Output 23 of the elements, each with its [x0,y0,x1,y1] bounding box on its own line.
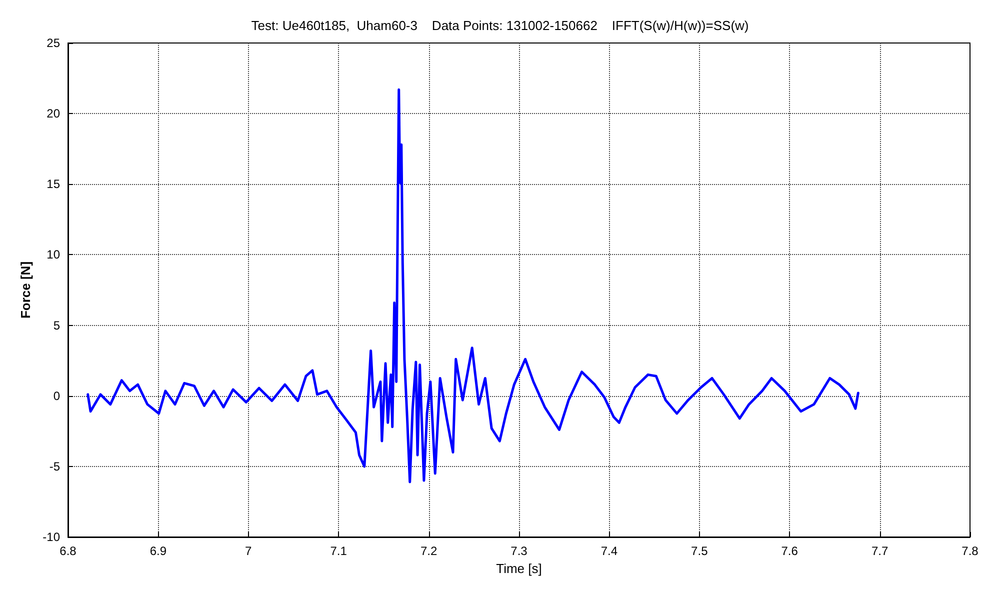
x-tick-label: 7 [245,544,252,558]
chart-title: Test: Ue460t185, Uham60-3 Data Points: 131002-150662 IFFT(S(w)/H(w))=SS(w) [251,18,749,33]
x-tick-label: 7.7 [871,544,888,558]
x-tick-label: 7.2 [420,544,438,558]
x-tick-label: 7.1 [330,544,348,558]
y-tick-label: 5 [53,318,60,332]
y-tick-label: 0 [53,388,60,403]
x-tick-label: 7.6 [781,544,798,558]
y-tick-label: 25 [46,36,60,50]
x-tick-label: 7.8 [962,544,979,558]
x-tick-label: 7.4 [600,544,618,558]
x-tick-label: 6.8 [60,544,77,558]
line-series [86,88,860,484]
y-tick-label: 15 [46,177,60,192]
x-axis-title: Time [s] [496,560,542,576]
y-tick-label: -10 [42,530,60,544]
x-tick-label: 7.5 [691,544,708,558]
y-tick-label: 20 [46,106,60,121]
y-tick-label: 10 [46,248,60,262]
x-tick-label: 6.9 [150,544,167,558]
x-tick-label: 7.3 [510,544,528,558]
y-tick-label: -5 [49,459,60,474]
y-axis-title: Force [N] [18,261,33,319]
